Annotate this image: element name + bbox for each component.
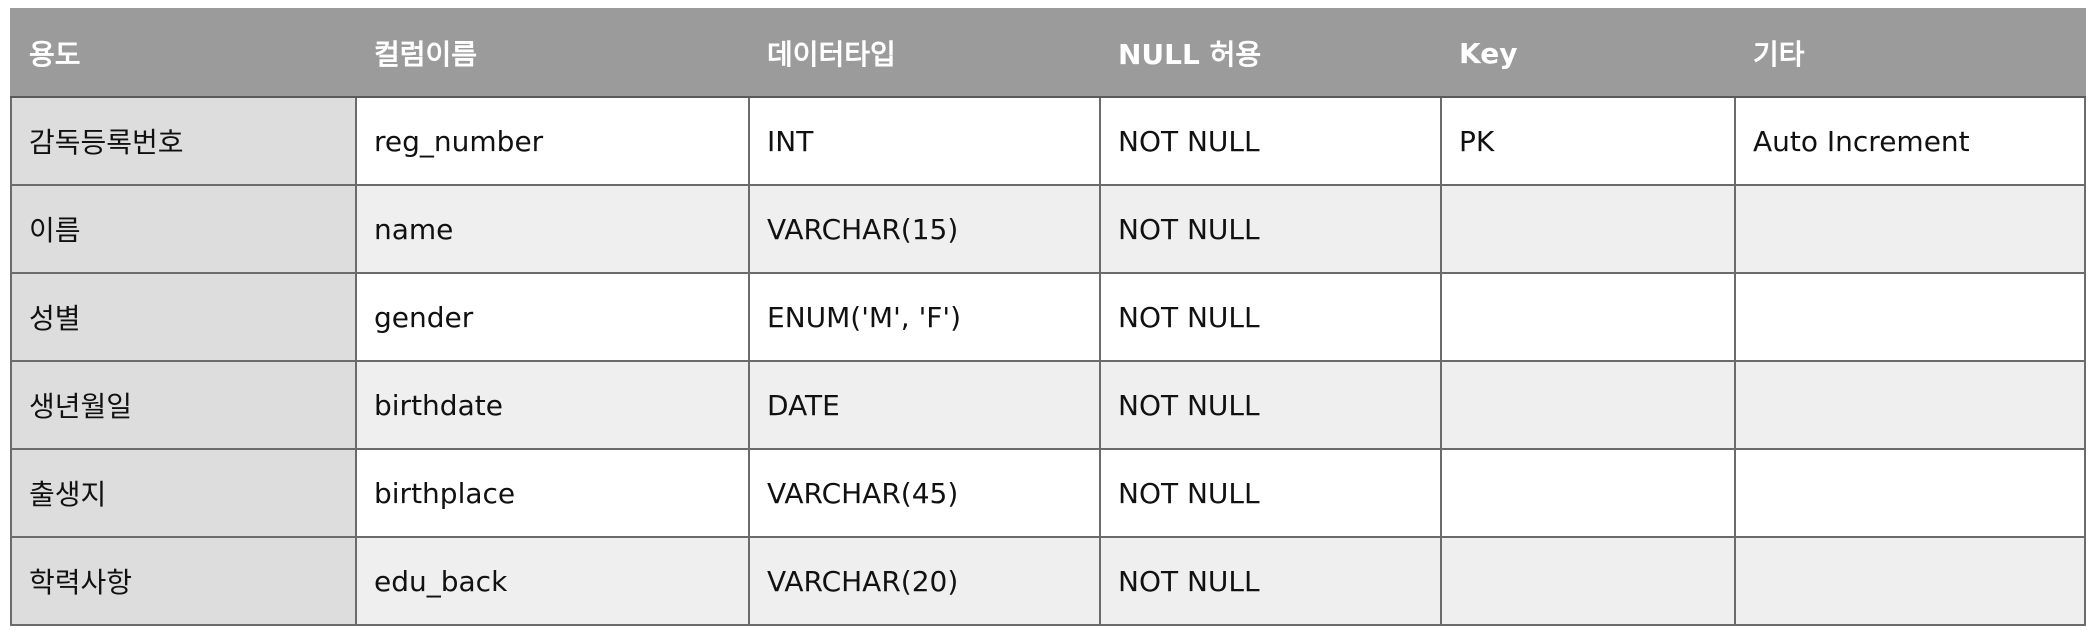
header-row: 용도 컬럼이름 데이터타입 NULL 허용 Key 기타: [10, 8, 2086, 98]
cell-key: [1440, 272, 1736, 362]
cell-null-allowed: NOT NULL: [1099, 184, 1442, 274]
cell-etc: [1734, 448, 2086, 538]
cell-data-type: DATE: [748, 360, 1101, 450]
cell-data-type: VARCHAR(20): [748, 536, 1101, 626]
cell-etc: Auto Increment: [1734, 96, 2086, 186]
cell-etc: [1734, 536, 2086, 626]
table-body: 감독등록번호 reg_number INT NOT NULL PK Auto I…: [10, 96, 2086, 626]
cell-key: [1440, 448, 1736, 538]
schema-table: 용도 컬럼이름 데이터타입 NULL 허용 Key 기타 감독등록번호 reg_…: [10, 8, 2086, 626]
header-etc: 기타: [1734, 8, 2086, 98]
cell-key: [1440, 360, 1736, 450]
cell-key: PK: [1440, 96, 1736, 186]
cell-column-name: birthplace: [355, 448, 750, 538]
header-data-type: 데이터타입: [748, 8, 1101, 98]
table-row: 이름 name VARCHAR(15) NOT NULL: [10, 184, 2086, 274]
cell-purpose: 출생지: [10, 448, 357, 538]
cell-data-type: INT: [748, 96, 1101, 186]
cell-column-name: edu_back: [355, 536, 750, 626]
cell-purpose: 감독등록번호: [10, 96, 357, 186]
header-purpose: 용도: [10, 8, 357, 98]
cell-column-name: reg_number: [355, 96, 750, 186]
schema-table-container: 용도 컬럼이름 데이터타입 NULL 허용 Key 기타 감독등록번호 reg_…: [10, 8, 2086, 626]
cell-purpose: 이름: [10, 184, 357, 274]
cell-data-type: ENUM('M', 'F'): [748, 272, 1101, 362]
cell-etc: [1734, 360, 2086, 450]
cell-null-allowed: NOT NULL: [1099, 96, 1442, 186]
cell-data-type: VARCHAR(45): [748, 448, 1101, 538]
cell-null-allowed: NOT NULL: [1099, 272, 1442, 362]
cell-null-allowed: NOT NULL: [1099, 536, 1442, 626]
table-row: 출생지 birthplace VARCHAR(45) NOT NULL: [10, 448, 2086, 538]
cell-key: [1440, 184, 1736, 274]
cell-purpose: 학력사항: [10, 536, 357, 626]
cell-column-name: name: [355, 184, 750, 274]
cell-data-type: VARCHAR(15): [748, 184, 1101, 274]
cell-purpose: 생년월일: [10, 360, 357, 450]
cell-etc: [1734, 184, 2086, 274]
cell-etc: [1734, 272, 2086, 362]
table-row: 성별 gender ENUM('M', 'F') NOT NULL: [10, 272, 2086, 362]
header-column-name: 컬럼이름: [355, 8, 750, 98]
cell-column-name: gender: [355, 272, 750, 362]
table-header: 용도 컬럼이름 데이터타입 NULL 허용 Key 기타: [10, 8, 2086, 98]
header-key: Key: [1440, 8, 1736, 98]
cell-null-allowed: NOT NULL: [1099, 448, 1442, 538]
cell-null-allowed: NOT NULL: [1099, 360, 1442, 450]
cell-key: [1440, 536, 1736, 626]
header-null-allowed: NULL 허용: [1099, 8, 1442, 98]
table-row: 생년월일 birthdate DATE NOT NULL: [10, 360, 2086, 450]
cell-column-name: birthdate: [355, 360, 750, 450]
table-row: 감독등록번호 reg_number INT NOT NULL PK Auto I…: [10, 96, 2086, 186]
cell-purpose: 성별: [10, 272, 357, 362]
table-row: 학력사항 edu_back VARCHAR(20) NOT NULL: [10, 536, 2086, 626]
